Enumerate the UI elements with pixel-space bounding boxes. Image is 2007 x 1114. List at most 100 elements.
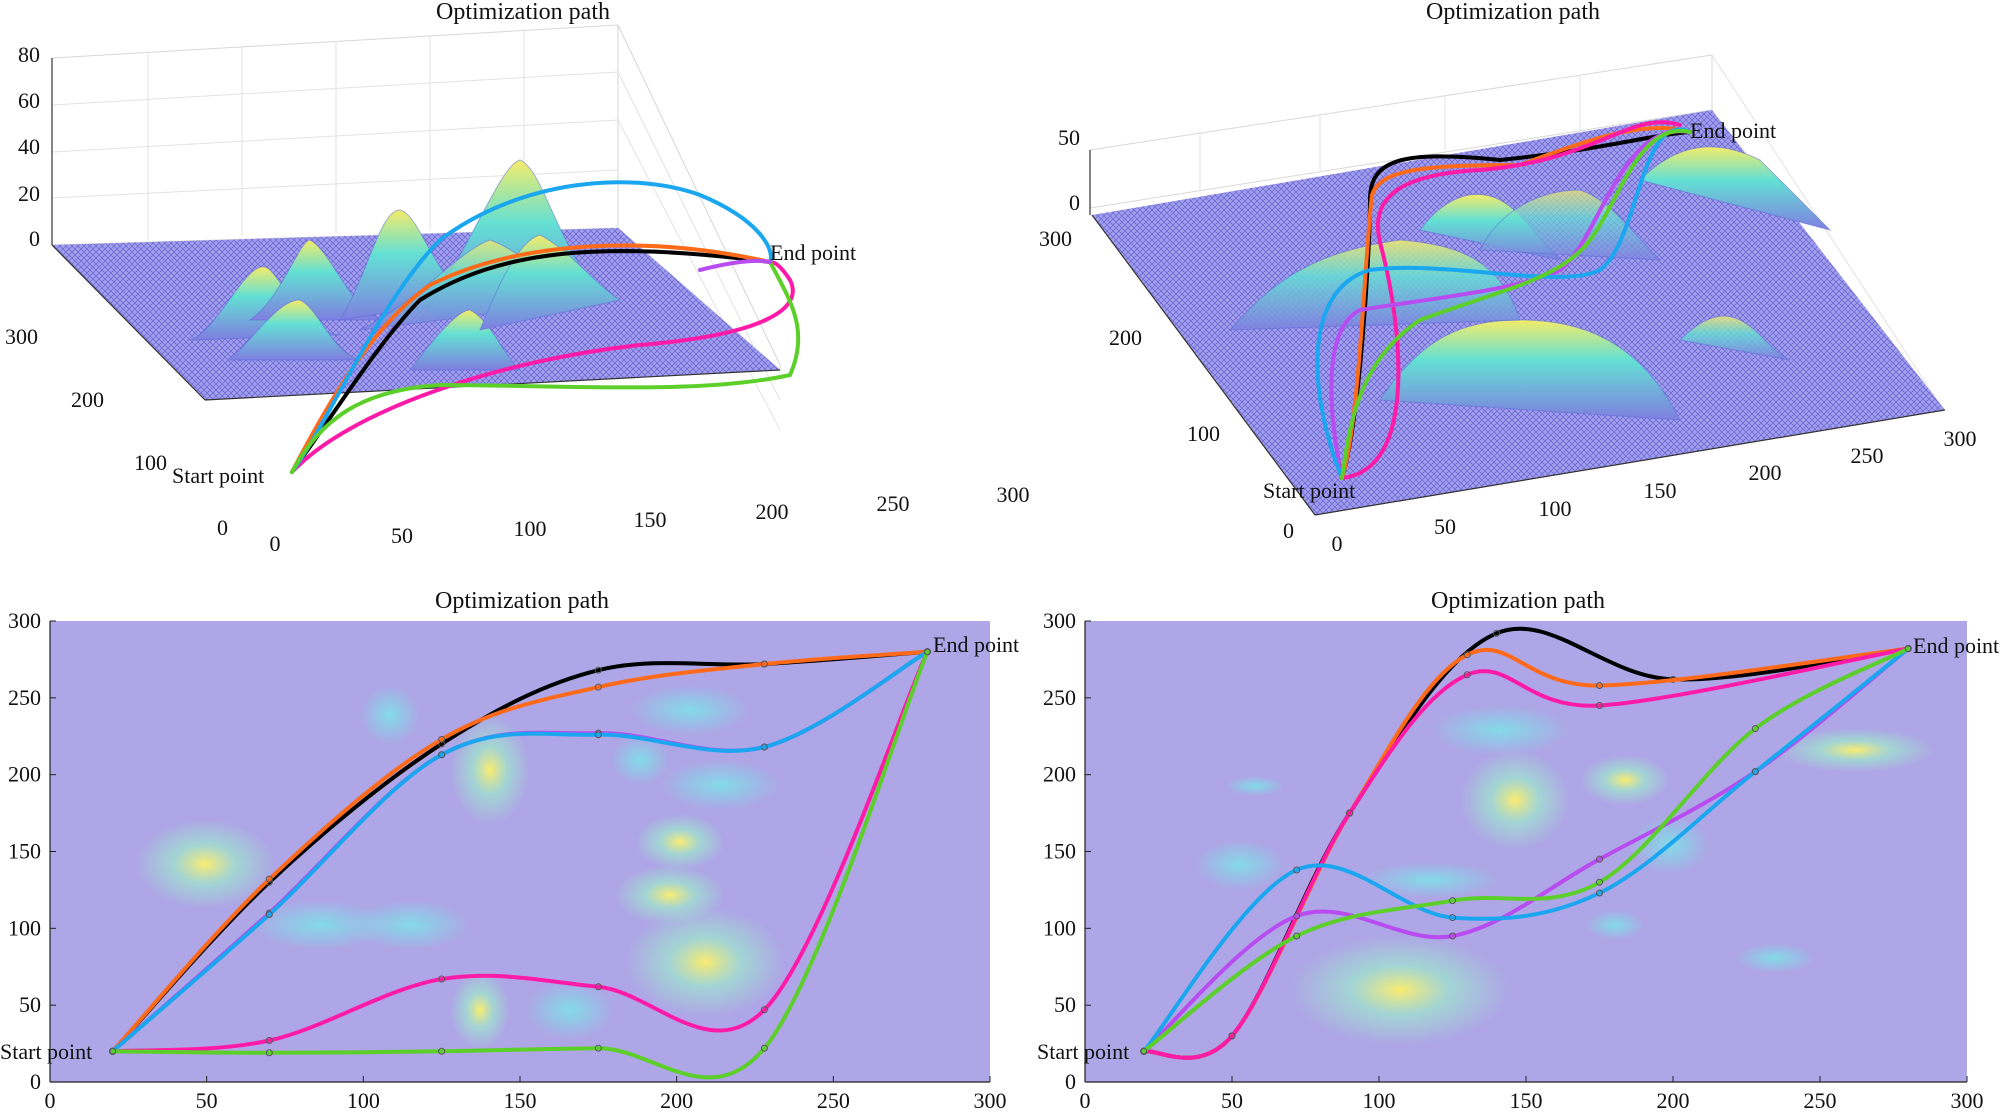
start-label: Start point: [1037, 1039, 1129, 1064]
path-blue: [1141, 646, 1911, 1054]
x-tick-label: 300: [1951, 1088, 1984, 1113]
x-tick: 300: [997, 482, 1030, 507]
waypoint-orange: [594, 683, 602, 691]
path-magenta: [110, 649, 930, 1054]
x-tick-label: 200: [1657, 1088, 1690, 1113]
waypoint-blue: [265, 911, 273, 919]
waypoint-magenta: [438, 975, 446, 983]
y-ticks: 300 200 100 0: [1039, 226, 1294, 543]
y-tick-label: 250: [1043, 685, 1076, 710]
panel-3d-right: Optimization path 50 0 300 200: [1039, 0, 1977, 556]
x-tick-label: 100: [347, 1088, 380, 1113]
waypoint-purple: [1596, 855, 1603, 863]
y-tick-label: 150: [8, 839, 41, 864]
waypoint-green: [109, 1047, 117, 1055]
end-label: End point: [933, 632, 1019, 657]
waypoint-magenta: [1596, 702, 1603, 710]
x-tick-label: 200: [660, 1088, 693, 1113]
start-label: Start point: [1263, 478, 1355, 503]
y-tick-label: 300: [8, 608, 41, 633]
path-orange: [110, 649, 930, 1054]
waypoint-orange: [1463, 651, 1471, 659]
x-tick: 200: [1749, 460, 1782, 485]
end-label: End point: [770, 240, 856, 265]
y-tick-label: 200: [1043, 762, 1076, 787]
path-blue: [110, 649, 930, 1054]
start-label: Start point: [172, 463, 264, 488]
x-tick: 250: [1851, 443, 1884, 468]
z-tick: 0: [1069, 190, 1080, 215]
waypoint-magenta: [1228, 1032, 1236, 1040]
gridlines: [51, 30, 781, 431]
panel-heatmap-right: Optimization path 0 50 100 150 200 250 300 0 50…: [1037, 588, 1999, 1113]
waypoint-green: [438, 1047, 446, 1055]
end-label: End point: [1913, 633, 1999, 658]
x-tick-label: 250: [1804, 1088, 1837, 1113]
waypoint-blue: [760, 743, 768, 751]
y-ticks: 0 50 100 150 200 250 300: [8, 608, 56, 1094]
x-tick: 200: [756, 499, 789, 524]
waypoint-blue: [1751, 768, 1759, 776]
path-green: [1141, 646, 1911, 1054]
path-magenta: [290, 260, 795, 474]
x-tick: 300: [1944, 426, 1977, 451]
z-ticks: 80 60 40 20 0: [18, 42, 40, 251]
waypoint-magenta: [1463, 671, 1471, 679]
z-tick: 60: [18, 88, 40, 113]
y-tick-label: 0: [30, 1069, 41, 1094]
waypoint-green: [1596, 878, 1603, 886]
axes: [1089, 150, 1946, 516]
path-green: [290, 260, 801, 474]
y-tick: 200: [1109, 325, 1142, 350]
y-ticks: 0 50 100 150 200 250 300: [1043, 608, 1091, 1094]
heatmap-blobs: [1195, 705, 1935, 1045]
y-tick: 100: [1187, 421, 1220, 446]
waypoint-magenta: [594, 983, 602, 991]
x-tick: 0: [1332, 531, 1343, 556]
x-tick-label: 50: [1221, 1088, 1243, 1113]
y-tick-label: 300: [1043, 608, 1076, 633]
waypoint-purple: [1293, 912, 1301, 920]
x-tick-label: 50: [196, 1088, 218, 1113]
y-tick: 300: [5, 324, 38, 349]
y-ticks: 300 200 100 0: [5, 324, 228, 540]
x-tick-label: 0: [45, 1088, 56, 1113]
z-tick: 40: [18, 134, 40, 159]
waypoint-green: [760, 1044, 768, 1052]
path-green: [110, 649, 930, 1080]
path-green: [1340, 128, 1692, 480]
y-tick-label: 50: [1054, 992, 1076, 1017]
x-tick-label: 300: [974, 1088, 1007, 1113]
waypoint-blue: [594, 731, 602, 739]
z-tick: 20: [18, 181, 40, 206]
waypoint-green: [265, 1049, 273, 1057]
waypoint-green: [1751, 725, 1759, 733]
z-tick: 80: [18, 42, 40, 67]
waypoint-green: [1140, 1047, 1148, 1055]
x-tick-label: 150: [504, 1088, 537, 1113]
waypoint-orange: [760, 660, 768, 668]
z-tick: 0: [29, 226, 40, 251]
y-tick-label: 200: [8, 762, 41, 787]
y-tick: 0: [217, 515, 228, 540]
x-tick-label: 100: [1363, 1088, 1396, 1113]
panel-title: Optimization path: [435, 588, 609, 614]
waypoint-blue: [1449, 914, 1456, 922]
waypoint-green: [1449, 897, 1456, 905]
y-tick: 0: [1283, 518, 1294, 543]
z-ticks: 50 0: [1058, 125, 1080, 215]
x-tick: 250: [877, 491, 910, 516]
heatmap-blobs: [135, 685, 785, 1050]
path-magenta: [1141, 646, 1911, 1060]
path-purple: [1329, 129, 1692, 480]
path-blue: [290, 180, 773, 474]
y-tick-label: 0: [1065, 1069, 1076, 1094]
x-ticks: 0 50 100 150 200 250 300: [1332, 426, 1977, 556]
z-tick: 50: [1058, 125, 1080, 150]
waypoint-green: [594, 1044, 602, 1052]
y-tick-label: 250: [8, 685, 41, 710]
waypoint-blue: [1596, 889, 1603, 897]
panel-title: Optimization path: [1426, 0, 1600, 25]
waypoint-magenta: [265, 1037, 273, 1045]
